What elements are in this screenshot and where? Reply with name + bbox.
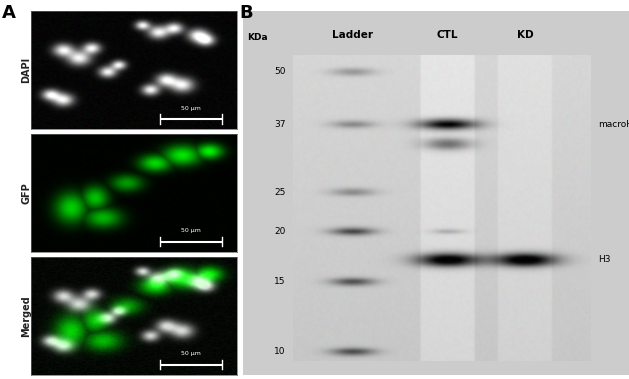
Text: 50 μm: 50 μm [181,229,201,233]
Text: DAPI: DAPI [21,57,31,83]
Text: 25: 25 [274,188,286,197]
Text: KD: KD [516,30,533,39]
Text: CTL: CTL [437,30,459,39]
Text: H3: H3 [598,255,611,264]
Text: KDa: KDa [247,33,267,42]
Text: 15: 15 [274,277,286,286]
Text: Merged: Merged [21,295,31,337]
Text: 20: 20 [274,227,286,236]
Text: 50 μm: 50 μm [181,106,201,111]
Text: 50 μm: 50 μm [181,351,201,356]
Text: GFP: GFP [21,182,31,204]
Text: B: B [239,4,253,22]
Text: Ladder: Ladder [332,30,373,39]
Text: 10: 10 [274,347,286,356]
Text: 50: 50 [274,67,286,76]
Text: A: A [1,4,16,22]
Text: 37: 37 [274,119,286,128]
Text: macroH2A1: macroH2A1 [598,119,629,128]
